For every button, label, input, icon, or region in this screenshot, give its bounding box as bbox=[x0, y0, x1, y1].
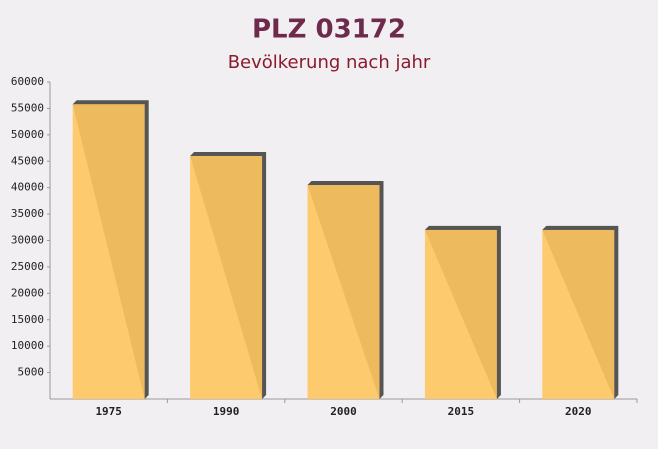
bar bbox=[542, 229, 615, 399]
x-tick-label: 1990 bbox=[213, 405, 240, 418]
bar bbox=[190, 155, 263, 399]
y-tick-label: 15000 bbox=[11, 313, 44, 326]
y-tick-label: 50000 bbox=[11, 128, 44, 141]
y-tick-label: 5000 bbox=[18, 366, 45, 379]
y-tick-label: 25000 bbox=[11, 260, 44, 273]
bar bbox=[72, 104, 145, 399]
bar bbox=[307, 185, 380, 399]
chart-title: PLZ 03172 bbox=[252, 15, 406, 45]
y-tick-label: 20000 bbox=[11, 286, 44, 299]
x-tick-label: 2000 bbox=[330, 405, 357, 418]
y-tick-label: 10000 bbox=[11, 339, 44, 352]
chart-subtitle: Bevölkerung nach jahr bbox=[228, 52, 431, 73]
y-tick-label: 30000 bbox=[11, 234, 44, 247]
y-tick-label: 35000 bbox=[11, 207, 44, 220]
y-tick-label: 45000 bbox=[11, 154, 44, 167]
y-tick-label: 55000 bbox=[11, 101, 44, 114]
y-tick-label: 60000 bbox=[11, 75, 44, 88]
y-tick-label: 40000 bbox=[11, 181, 44, 194]
x-tick-label: 1975 bbox=[95, 405, 122, 418]
x-tick-label: 2020 bbox=[565, 405, 592, 418]
bar bbox=[424, 229, 497, 399]
x-tick-label: 2015 bbox=[448, 405, 475, 418]
